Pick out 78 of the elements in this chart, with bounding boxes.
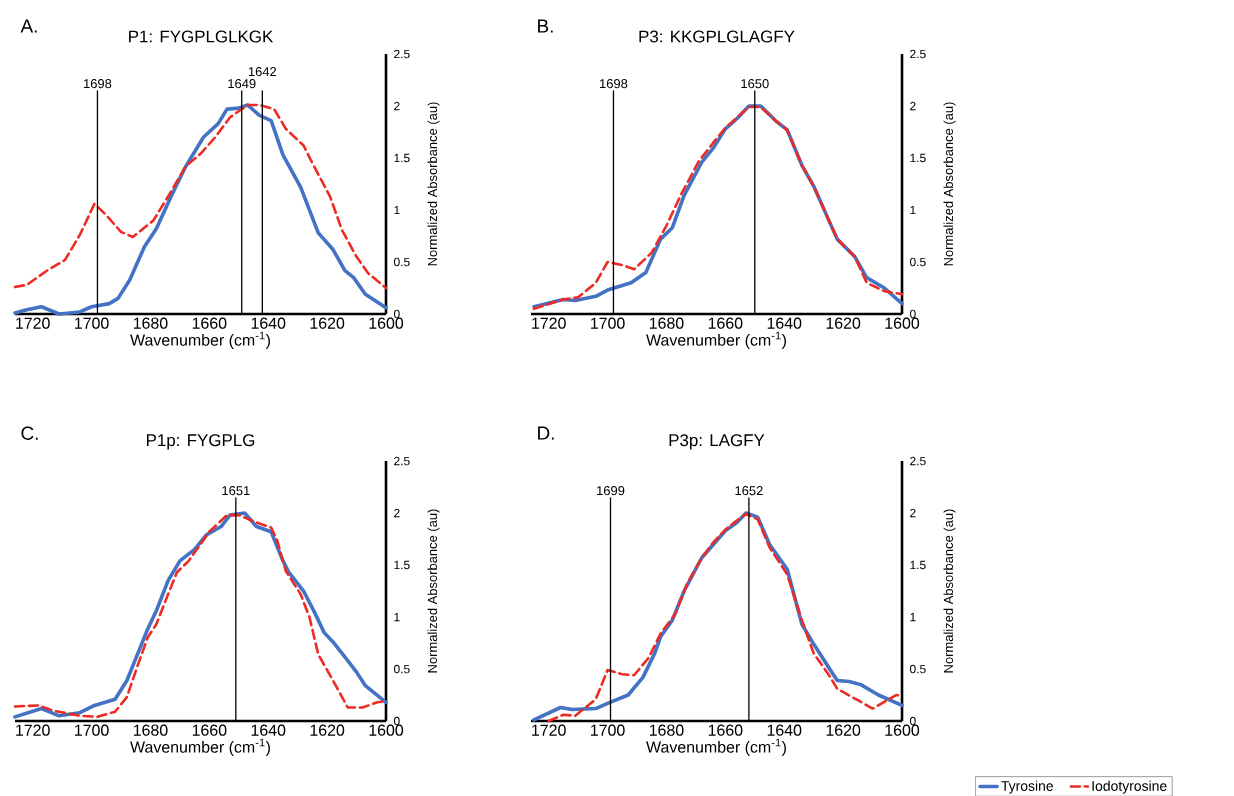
x-tick-label: 1720 bbox=[532, 317, 566, 329]
x-tick-label: 1720 bbox=[16, 724, 50, 736]
y-tick-label: 1.5 bbox=[394, 153, 410, 162]
y-tick-label: 0.5 bbox=[393, 664, 410, 674]
x-tick-label: 1660 bbox=[708, 724, 743, 736]
x-tick-label: 1660 bbox=[192, 317, 227, 329]
y-tick-label: 1.5 bbox=[910, 560, 926, 569]
y-tick-label: 2.5 bbox=[910, 456, 926, 466]
x-axis-title: Wavenumber (cm$^{-1}$) bbox=[646, 738, 786, 756]
y-axis-title: Normalized Absorbance (au) bbox=[943, 509, 956, 673]
x-tick-label: 1620 bbox=[826, 724, 861, 736]
x-tick-label: 1620 bbox=[310, 317, 345, 329]
ref-line-label: 1698 bbox=[84, 78, 112, 88]
ref-line-label: 1642 bbox=[248, 66, 277, 76]
x-tick-label: 1620 bbox=[826, 317, 861, 329]
x-tick-label: 1640 bbox=[767, 724, 802, 736]
y-tick-label: 2.5 bbox=[910, 49, 926, 59]
legend-label: Tyrosine bbox=[1001, 780, 1053, 794]
y-tick-label: 0.5 bbox=[910, 664, 926, 674]
x-tick-label: 1660 bbox=[708, 317, 743, 329]
y-tick-label: 0.5 bbox=[393, 257, 410, 267]
y-tick-label: 1 bbox=[394, 612, 400, 621]
chart-title: P3p: LAGFY bbox=[669, 433, 765, 450]
y-tick-label: 1 bbox=[910, 205, 916, 214]
ref-line-label: 1699 bbox=[597, 485, 625, 496]
y-tick-label: 0 bbox=[910, 309, 916, 319]
x-tick-label: 1720 bbox=[532, 724, 566, 736]
y-tick-label: 2 bbox=[910, 101, 916, 110]
text: D. bbox=[538, 426, 554, 440]
ref-line-label: 1651 bbox=[222, 485, 250, 496]
x-tick-label: 1660 bbox=[192, 724, 227, 736]
text: B. bbox=[538, 19, 553, 33]
y-tick-label: 0.5 bbox=[910, 257, 926, 267]
y-tick-label: 2 bbox=[394, 508, 400, 517]
y-axis-title: Normalized Absorbance (au) bbox=[427, 509, 440, 673]
chart-title: P3: KKGPLGLAGFY bbox=[639, 30, 795, 43]
y-tick-label: 2.5 bbox=[394, 456, 410, 466]
x-tick-label: 1700 bbox=[75, 724, 109, 736]
y-tick-label: 1.5 bbox=[910, 153, 926, 162]
ref-line-label: 1649 bbox=[228, 78, 256, 88]
y-tick-label: 0 bbox=[910, 716, 916, 726]
y-tick-label: 2 bbox=[394, 101, 400, 110]
x-tick-label: 1600 bbox=[369, 724, 404, 736]
ref-line-label: 1652 bbox=[735, 485, 763, 496]
text: C. bbox=[21, 426, 38, 440]
x-tick-label: 1700 bbox=[75, 317, 109, 329]
x-axis-title: Wavenumber (cm$^{-1}$) bbox=[646, 331, 786, 349]
x-tick-label: 1680 bbox=[133, 724, 168, 736]
x-tick-label: 1680 bbox=[649, 724, 684, 736]
x-axis-title: Wavenumber (cm$^{-1}$) bbox=[130, 331, 270, 349]
x-tick-label: 1700 bbox=[591, 724, 625, 736]
ref-line-label: 1698 bbox=[600, 78, 628, 88]
legend-label: Iodotyrosine bbox=[1092, 780, 1167, 794]
y-tick-label: 1 bbox=[910, 612, 916, 621]
chart-title: P1p: FYGPLG bbox=[146, 433, 255, 450]
ref-line-label: 1650 bbox=[741, 78, 769, 88]
x-axis-title: Wavenumber (cm$^{-1}$) bbox=[130, 738, 270, 756]
x-tick-label: 1640 bbox=[251, 317, 286, 329]
x-tick-label: 1640 bbox=[767, 317, 802, 329]
x-tick-label: 1700 bbox=[591, 317, 625, 329]
x-tick-label: 1720 bbox=[16, 317, 50, 329]
text: A. bbox=[20, 19, 37, 33]
x-tick-label: 1600 bbox=[885, 724, 920, 736]
chart-title: P1: FYGPLGLKGK bbox=[129, 30, 274, 43]
y-axis-title: Normalized Absorbance (au) bbox=[427, 102, 440, 266]
x-tick-label: 1600 bbox=[369, 317, 404, 329]
y-tick-label: 2.5 bbox=[394, 49, 410, 59]
y-axis-title: Normalized Absorbance (au) bbox=[943, 102, 956, 266]
x-tick-label: 1640 bbox=[251, 724, 286, 736]
y-tick-label: 0 bbox=[393, 309, 400, 319]
y-tick-label: 0 bbox=[393, 716, 400, 726]
x-tick-label: 1620 bbox=[310, 724, 345, 736]
x-tick-label: 1680 bbox=[133, 317, 168, 329]
y-tick-label: 1.5 bbox=[394, 560, 410, 569]
x-tick-label: 1600 bbox=[885, 317, 920, 329]
y-tick-label: 2 bbox=[910, 508, 916, 517]
x-tick-label: 1680 bbox=[649, 317, 684, 329]
y-tick-label: 1 bbox=[394, 205, 400, 214]
